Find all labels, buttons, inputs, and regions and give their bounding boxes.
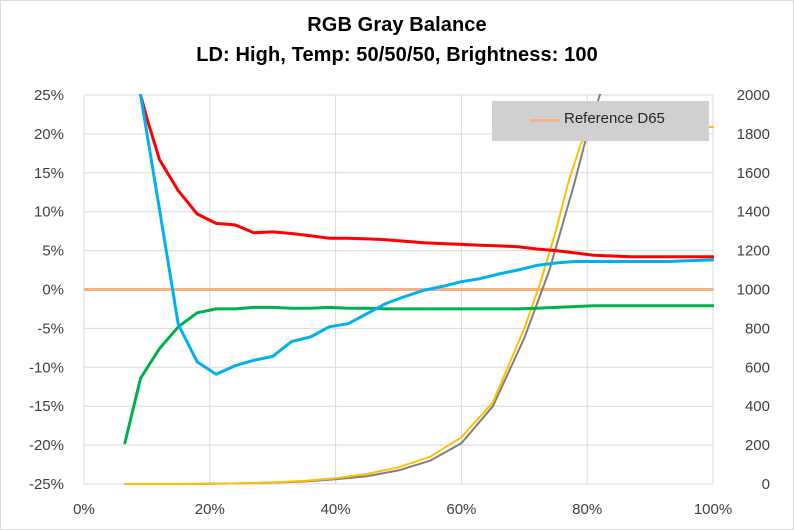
y-tick-label: -15% xyxy=(29,398,64,415)
legend-swatch-reference-d65 xyxy=(530,119,560,122)
chart-subtitle: LD: High, Temp: 50/50/50, Brightness: 10… xyxy=(196,44,598,66)
y2-tick-label: 400 xyxy=(745,398,770,415)
y-tick-label: 0% xyxy=(42,282,64,299)
series-line-green xyxy=(123,304,714,445)
x-tick-label: 40% xyxy=(321,501,351,518)
y-tick-label: 10% xyxy=(34,204,64,221)
y2-tick-label: 2000 xyxy=(737,87,770,104)
y2-tick-label: 0 xyxy=(762,476,770,493)
series-line-red xyxy=(139,94,714,259)
y2-tick-label: 800 xyxy=(745,320,770,337)
y2-tick-label: 200 xyxy=(745,437,770,454)
y2-tick-label: 1800 xyxy=(737,126,770,143)
y-tick-label: -25% xyxy=(29,476,64,493)
x-tick-label: 60% xyxy=(446,501,476,518)
y-tick-label: 15% xyxy=(34,165,64,182)
tick-labels: -25% -20% -15% -10% -5% 0% 5% 10% 15% 20% 25% 0% 20%… xyxy=(29,87,770,518)
legend xyxy=(492,101,709,141)
legend-label-reference-d65: Reference D65 xyxy=(564,110,665,127)
chart-title: RGB Gray Balance xyxy=(307,14,487,36)
x-tick-label: 20% xyxy=(195,501,225,518)
x-tick-label: 0% xyxy=(73,501,95,518)
y-tick-label: -5% xyxy=(37,320,64,337)
x-tick-label: 100% xyxy=(694,501,732,518)
series-line-blue xyxy=(139,94,714,376)
y2-tick-label: 1400 xyxy=(737,204,770,221)
y-tick-label: 20% xyxy=(34,126,64,143)
y-tick-label: -10% xyxy=(29,359,64,376)
y2-tick-label: 600 xyxy=(745,359,770,376)
y-tick-label: -20% xyxy=(29,437,64,454)
y2-tick-label: 1000 xyxy=(737,282,770,299)
y2-tick-label: 1200 xyxy=(737,243,770,260)
y-tick-label: 5% xyxy=(42,243,64,260)
x-tick-label: 80% xyxy=(572,501,602,518)
y-tick-label: 25% xyxy=(34,87,64,104)
y2-tick-label: 1600 xyxy=(737,165,770,182)
